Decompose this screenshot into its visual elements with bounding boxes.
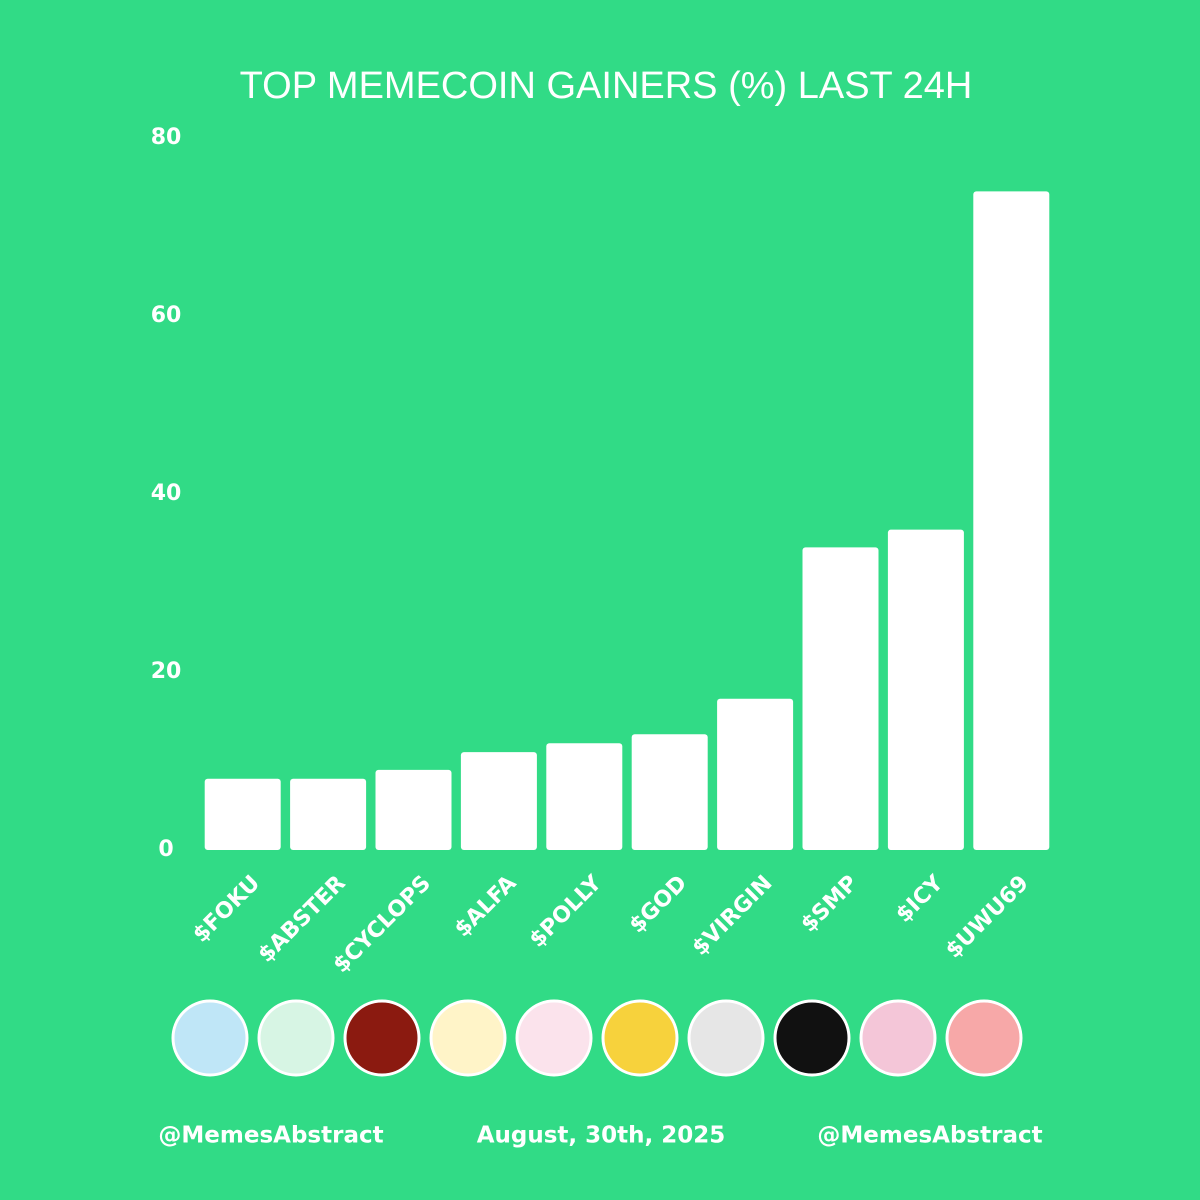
token-avatar [773, 999, 851, 1077]
y-tick-label: 20 [151, 659, 182, 684]
token-avatar [601, 999, 679, 1077]
bar [290, 778, 367, 850]
bar [631, 734, 708, 850]
y-tick-label: 80 [151, 125, 182, 150]
bar [717, 698, 794, 850]
token-avatar [515, 999, 593, 1077]
token-avatar [257, 999, 335, 1077]
token-avatar [343, 999, 421, 1077]
bar [546, 743, 623, 850]
y-tick-label: 60 [151, 303, 182, 328]
token-avatar [945, 999, 1023, 1077]
token-avatar [859, 999, 937, 1077]
bar [204, 778, 281, 850]
bar [460, 752, 537, 850]
bar [375, 769, 452, 850]
token-avatar [429, 999, 507, 1077]
token-avatar [171, 999, 249, 1077]
token-avatar [687, 999, 765, 1077]
footer-handle: @MemesAbstract [158, 1123, 383, 1149]
bar [802, 547, 879, 850]
chart-title: TOP MEMECOIN GAINERS (%) LAST 24H [240, 65, 973, 107]
footer-handle: @MemesAbstract [817, 1123, 1042, 1149]
y-tick-label: 0 [158, 837, 173, 862]
bar [887, 529, 964, 850]
y-tick-label: 40 [151, 481, 182, 506]
footer-date: August, 30th, 2025 [477, 1123, 726, 1149]
bar [973, 191, 1050, 850]
